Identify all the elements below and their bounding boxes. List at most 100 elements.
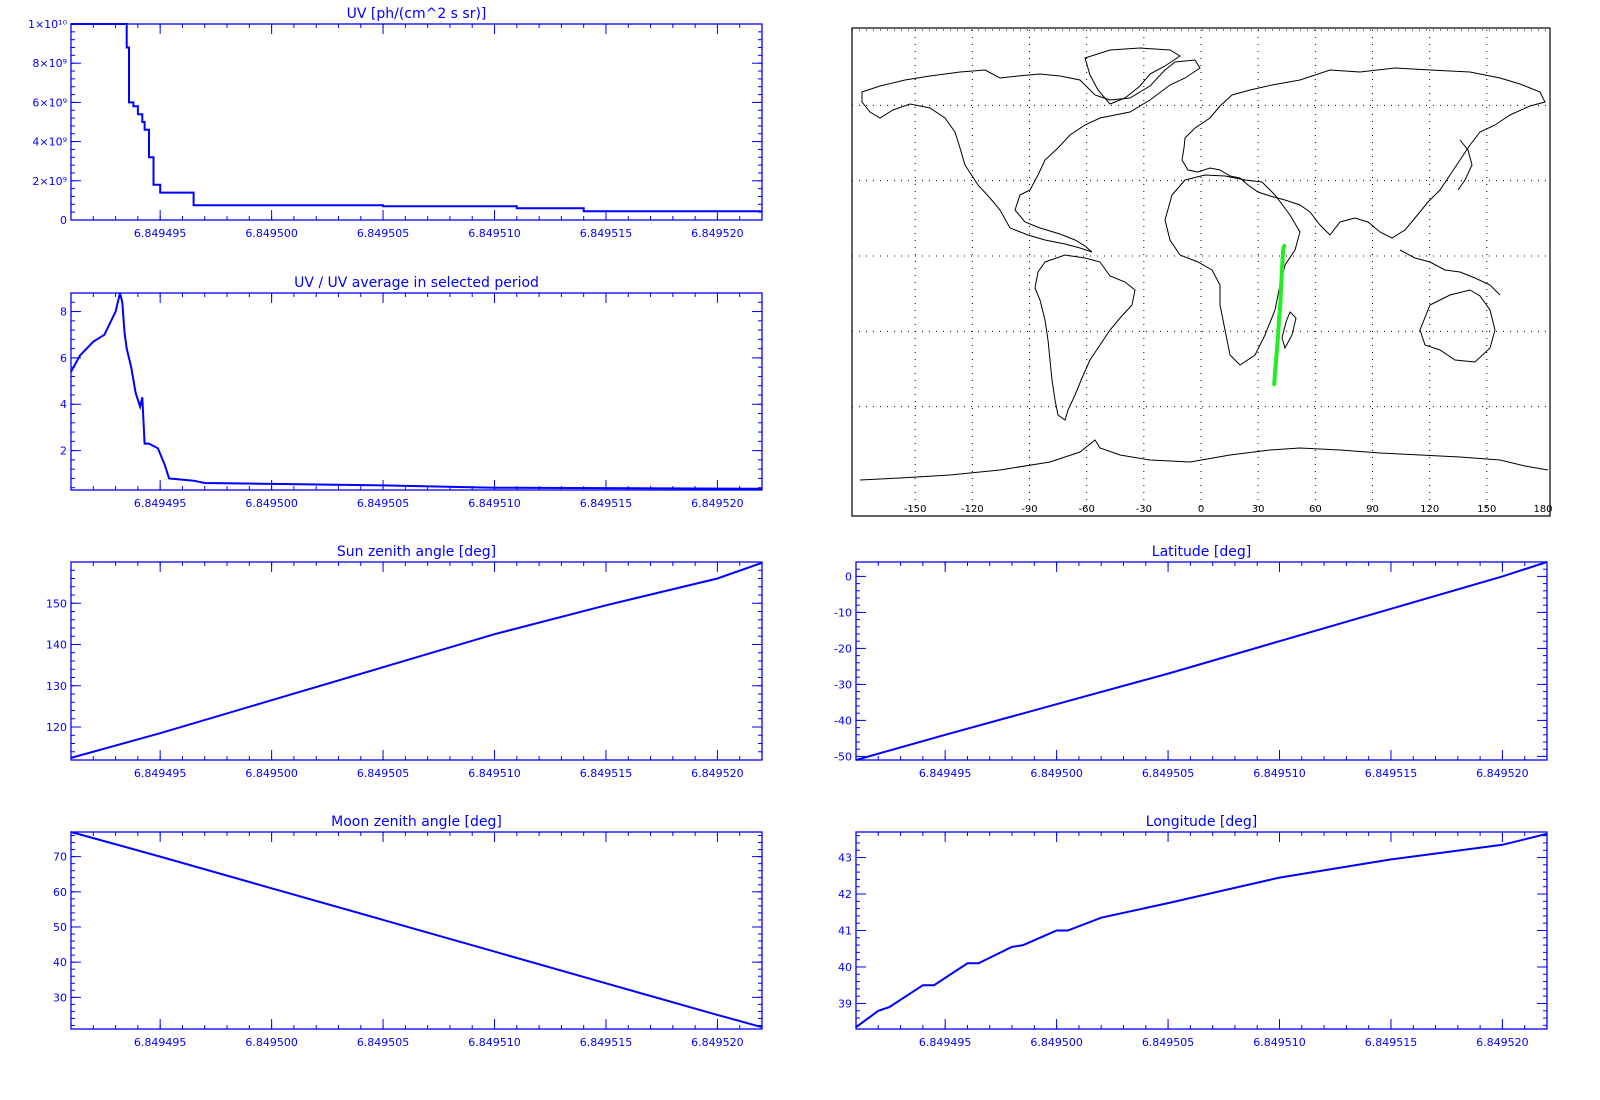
plot-frame: [855, 831, 1548, 1030]
chart-title: Moon zenith angle [deg]: [331, 814, 502, 830]
chart-uv-ratio: UV / UV average in selected period 6.8494…: [60, 275, 763, 510]
x-tick-label: 6.849510: [468, 1036, 521, 1049]
y-tick-label: 8: [60, 306, 67, 319]
x-tick-label: 6.849500: [1030, 1036, 1083, 1049]
y-tick-label: 40: [838, 961, 852, 974]
map-lon-tick-label: 0: [1198, 504, 1204, 515]
x-tick-label: 6.849520: [691, 497, 744, 510]
y-tick-label: 0: [845, 570, 852, 583]
series-line: [71, 23, 762, 213]
x-tick-label: 6.849505: [357, 497, 410, 510]
x-tick-label: 6.849495: [919, 1036, 972, 1049]
chart-title: UV [ph/(cm^2 s sr)]: [347, 6, 487, 22]
chart-title: Latitude [deg]: [1152, 544, 1251, 560]
coastline-south-america: [1034, 254, 1136, 421]
x-tick-label: 6.849515: [1365, 1036, 1418, 1049]
y-tick-label: 8×10⁹: [32, 57, 67, 70]
x-tick-label: 6.849495: [134, 497, 187, 510]
y-tick-label: -50: [834, 750, 852, 763]
x-tick-label: 6.849500: [1030, 767, 1083, 780]
chart-longitude: Longitude [deg] 6.849495 6.849500 6.849505 6…: [838, 814, 1548, 1049]
chart-title: UV / UV average in selected period: [294, 275, 539, 291]
map-frame: [851, 27, 1551, 517]
satellite-track: [1272, 244, 1287, 387]
chart-latitude: Latitude [deg] 6.849495 6.849500 6.849505 6.…: [834, 544, 1548, 780]
series-line: [70, 292, 763, 490]
y-tick-label: 30: [53, 991, 67, 1004]
y-tick-label: -30: [834, 678, 852, 691]
map-lon-tick-label: 150: [1477, 504, 1496, 515]
x-tick-label: 6.849515: [580, 767, 633, 780]
x-tick-label: 6.849505: [357, 767, 410, 780]
y-tick-label: 6: [60, 352, 67, 365]
y-tick-label: 120: [46, 721, 67, 734]
chart-moon-zenith: Moon zenith angle [deg] 6.849495 6.849500 6…: [53, 814, 763, 1049]
x-tick-label: 6.849520: [691, 767, 744, 780]
y-tick-label: 42: [838, 888, 852, 901]
coastline-australia: [1419, 289, 1496, 363]
x-tick-label: 6.849500: [245, 1036, 298, 1049]
map-lon-tick-label: -150: [904, 504, 927, 515]
series-line: [70, 831, 763, 1029]
x-tick-label: 6.849515: [580, 227, 633, 240]
map-lon-tick-label: 180: [1533, 504, 1552, 515]
x-tick-label: 6.849510: [468, 227, 521, 240]
chart-uv: UV [ph/(cm^2 s sr)] 6.849495 6.849500 6.849…: [28, 6, 763, 240]
chart-title: Longitude [deg]: [1146, 814, 1257, 830]
x-tick-label: 6.849505: [357, 1036, 410, 1049]
world-map-panel: -150 -120 -90 -60 -30 0 30 60 90 120 150 180: [851, 27, 1553, 517]
x-tick-label: 6.849505: [1142, 767, 1195, 780]
x-tick-label: 6.849510: [1253, 1036, 1306, 1049]
x-tick-label: 6.849510: [468, 767, 521, 780]
y-tick-label: 70: [53, 851, 67, 864]
chart-title: Sun zenith angle [deg]: [337, 544, 496, 560]
coastline-madagascar: [1281, 311, 1297, 350]
x-tick-label: 6.849505: [1142, 1036, 1195, 1049]
map-lon-tick-label: -30: [1136, 504, 1152, 515]
x-tick-label: 6.849500: [245, 767, 298, 780]
x-tick-label: 6.849510: [1253, 767, 1306, 780]
map-lon-tick-label: -60: [1078, 504, 1094, 515]
y-tick-label: 4×10⁹: [32, 136, 67, 149]
x-tick-label: 6.849505: [357, 227, 410, 240]
series-line: [855, 832, 1548, 1029]
coastline-greenland: [1084, 47, 1181, 105]
coastline-southeast-asia: [1399, 249, 1501, 296]
chart-sun-zenith: Sun zenith angle [deg] 6.849495 6.849500 6.…: [46, 544, 763, 780]
x-tick-label: 6.849520: [691, 227, 744, 240]
y-tick-label: 140: [46, 639, 67, 652]
x-tick-label: 6.849520: [691, 1036, 744, 1049]
y-tick-label: 130: [46, 680, 67, 693]
x-tick-label: 6.849520: [1476, 1036, 1529, 1049]
map-graticule: [852, 29, 1550, 512]
y-tick-label: 6×10⁹: [32, 96, 67, 109]
y-tick-label: 39: [838, 997, 852, 1010]
x-tick-label: 6.849495: [919, 767, 972, 780]
map-lon-tick-label: 60: [1309, 504, 1322, 515]
coastline-japan: [1457, 139, 1473, 191]
y-tick-label: 1×10¹⁰: [28, 18, 68, 31]
y-tick-label: 41: [838, 925, 852, 938]
y-tick-label: 2×10⁹: [32, 175, 67, 188]
coastline-north-america: [861, 59, 1201, 253]
y-tick-label: 2: [60, 445, 67, 458]
y-tick-label: 50: [53, 921, 67, 934]
y-tick-label: 60: [53, 886, 67, 899]
coastline-africa: [1164, 174, 1301, 366]
x-tick-label: 6.849510: [468, 497, 521, 510]
map-lon-tick-label: -90: [1021, 504, 1037, 515]
x-tick-label: 6.849495: [134, 227, 187, 240]
map-lon-tick-label: 90: [1366, 504, 1379, 515]
y-tick-label: -40: [834, 714, 852, 727]
y-tick-label: 0: [60, 214, 67, 227]
x-tick-label: 6.849495: [134, 1036, 187, 1049]
y-tick-label: 4: [60, 398, 67, 411]
map-lon-tick-label: -120: [961, 504, 984, 515]
plot-frame: [70, 292, 763, 491]
x-tick-label: 6.849500: [245, 227, 298, 240]
x-tick-label: 6.849515: [1365, 767, 1418, 780]
map-longitude-ticks: -150 -120 -90 -60 -30 0 30 60 90 120 150 180: [904, 504, 1553, 515]
chart-panels: UV [ph/(cm^2 s sr)] 6.849495 6.849500 6.849…: [28, 6, 1548, 1049]
coastlines: [859, 47, 1549, 481]
